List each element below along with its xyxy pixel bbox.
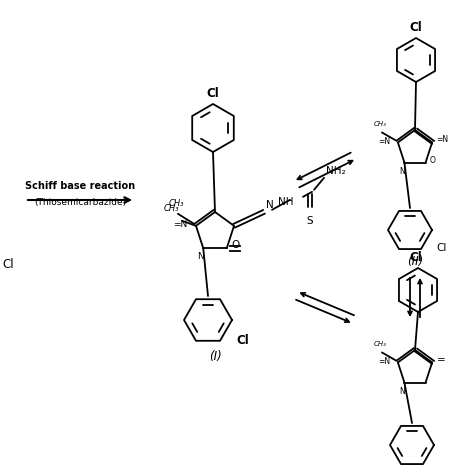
Text: Cl: Cl [410,21,422,34]
Text: (II): (II) [407,255,423,268]
Text: =N: =N [173,220,187,229]
Text: =N: =N [436,135,448,144]
Text: NH: NH [278,197,293,207]
Text: NH₂: NH₂ [326,166,346,176]
Text: (Thiosemicarbazide): (Thiosemicarbazide) [34,198,126,207]
Text: N: N [400,387,405,396]
Text: CH₃: CH₃ [164,204,179,213]
Text: =N: =N [378,137,390,146]
Text: Cl: Cl [410,251,422,264]
Text: Schiff base reaction: Schiff base reaction [25,181,135,191]
Text: N: N [197,252,204,261]
Text: =N: =N [378,357,390,366]
Text: (I): (I) [209,350,221,363]
Text: Cl: Cl [207,87,219,100]
Text: Cl: Cl [236,334,249,346]
Text: CH₃: CH₃ [374,341,386,347]
Text: CH₃: CH₃ [168,199,184,208]
Text: Cl: Cl [436,243,447,253]
Text: =: = [437,356,446,365]
Text: O: O [232,240,240,250]
Text: S: S [307,216,313,226]
Text: N: N [266,200,274,210]
Text: N: N [400,166,405,175]
Text: Cl: Cl [2,258,14,272]
Text: O: O [429,156,436,165]
Text: CH₃: CH₃ [374,121,386,128]
